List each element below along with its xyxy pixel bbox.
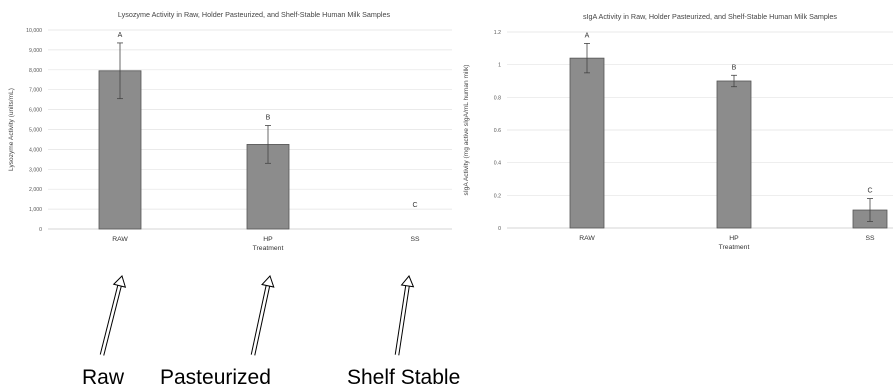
lysozyme-chart: Lysozyme Activity in Raw, Holder Pasteur… <box>8 10 452 252</box>
arrow-head <box>400 275 415 288</box>
siga-chart: sIgA Activity in Raw, Holder Pasteurized… <box>463 12 893 251</box>
arrow-shaft <box>250 285 267 355</box>
y-tick-label: 0 <box>39 227 42 233</box>
arrow-shaft <box>254 286 271 356</box>
y-tick-label: 6,000 <box>29 108 42 114</box>
bar <box>569 57 605 229</box>
arrow-head <box>112 275 127 288</box>
x-tick-label: RAW <box>579 235 595 242</box>
y-tick-label: 0.4 <box>494 161 501 167</box>
significance-letter: A <box>585 32 590 39</box>
arrow-shaft <box>103 286 122 356</box>
significance-letter: B <box>266 115 271 122</box>
y-tick-label: 8,000 <box>29 68 42 74</box>
significance-letter: B <box>732 64 737 71</box>
y-tick-label: 3,000 <box>29 167 42 173</box>
y-tick-label: 9,000 <box>29 48 42 54</box>
arrow-shaft <box>99 285 119 355</box>
x-tick-label: SS <box>410 236 420 243</box>
y-tick-label: 0 <box>498 226 501 232</box>
arrow-head <box>261 275 275 288</box>
significance-letter: C <box>412 202 417 209</box>
callout-shelf-stable-label: Shelf Stable <box>347 366 461 389</box>
x-tick-label: HP <box>263 236 273 243</box>
chart-title: Lysozyme Activity in Raw, Holder Pasteur… <box>118 10 391 19</box>
arrow-shaft <box>398 286 410 356</box>
y-axis-label: sIgA Activity (mg active sIgA/mL human m… <box>463 65 470 196</box>
callout-pasteurized-label: Pasteurized <box>160 366 271 389</box>
y-tick-label: 7,000 <box>29 88 42 94</box>
y-tick-label: 1.2 <box>494 30 501 36</box>
x-axis-label: Treatment <box>719 244 750 251</box>
x-tick-label: HP <box>729 235 739 242</box>
x-tick-label: SS <box>865 235 875 242</box>
y-tick-label: 1 <box>498 63 501 69</box>
callout-raw-label: Raw <box>82 366 125 389</box>
y-tick-label: 0.2 <box>494 193 501 199</box>
y-tick-label: 5,000 <box>29 128 42 134</box>
y-tick-label: 0.6 <box>494 128 501 134</box>
y-tick-label: 1,000 <box>29 207 42 213</box>
y-axis-label: Lysozyme Activity (units/mL) <box>8 88 15 171</box>
significance-letter: A <box>118 32 123 39</box>
x-tick-label: RAW <box>112 236 128 243</box>
y-tick-label: 2,000 <box>29 187 42 193</box>
significance-letter: C <box>867 188 872 195</box>
chart-title: sIgA Activity in Raw, Holder Pasteurized… <box>583 12 837 21</box>
x-axis-label: Treatment <box>253 245 284 252</box>
arrow-shaft <box>394 285 407 355</box>
y-tick-label: 4,000 <box>29 147 42 153</box>
y-tick-label: 0.8 <box>494 95 501 101</box>
y-tick-label: 10,000 <box>26 28 42 34</box>
